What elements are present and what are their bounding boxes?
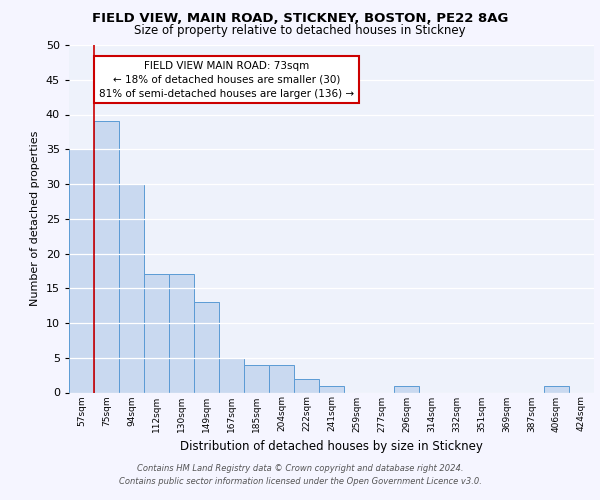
Bar <box>319 386 344 392</box>
Text: FIELD VIEW MAIN ROAD: 73sqm
← 18% of detached houses are smaller (30)
81% of sem: FIELD VIEW MAIN ROAD: 73sqm ← 18% of det… <box>99 60 354 98</box>
Text: FIELD VIEW, MAIN ROAD, STICKNEY, BOSTON, PE22 8AG: FIELD VIEW, MAIN ROAD, STICKNEY, BOSTON,… <box>92 12 508 26</box>
Bar <box>69 149 94 392</box>
Bar <box>294 378 319 392</box>
Bar <box>144 274 169 392</box>
Bar <box>244 364 269 392</box>
Bar <box>169 274 194 392</box>
Bar <box>219 358 244 392</box>
Bar <box>94 122 119 392</box>
Bar <box>269 364 294 392</box>
Text: Contains HM Land Registry data © Crown copyright and database right 2024.: Contains HM Land Registry data © Crown c… <box>137 464 463 473</box>
Y-axis label: Number of detached properties: Number of detached properties <box>30 131 40 306</box>
Bar <box>119 184 144 392</box>
X-axis label: Distribution of detached houses by size in Stickney: Distribution of detached houses by size … <box>180 440 483 453</box>
Text: Size of property relative to detached houses in Stickney: Size of property relative to detached ho… <box>134 24 466 37</box>
Bar <box>194 302 219 392</box>
Bar <box>544 386 569 392</box>
Text: Contains public sector information licensed under the Open Government Licence v3: Contains public sector information licen… <box>119 478 481 486</box>
Bar <box>394 386 419 392</box>
